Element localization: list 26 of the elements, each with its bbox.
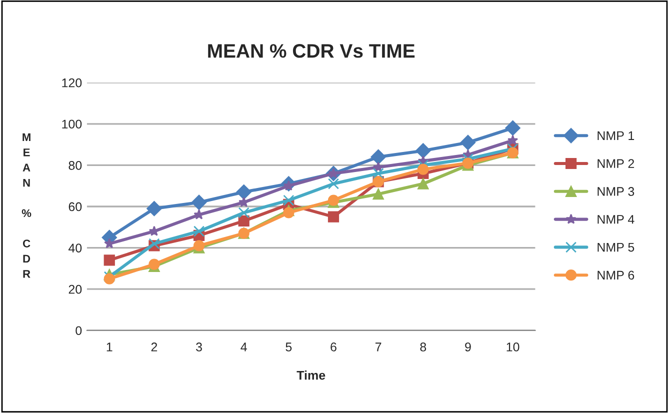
text: MEAN % CDR: [22, 133, 32, 278]
legend-label: NMP 6: [598, 270, 634, 280]
y-tick-label: 0: [76, 326, 82, 336]
y-tick-label: 40: [68, 244, 82, 252]
x-axis-title: Time: [296, 370, 326, 380]
y-tick-label: 20: [68, 284, 82, 294]
legend-label: NMP 4: [598, 215, 634, 224]
y-tick-label: 100: [62, 120, 82, 129]
legend-label: NMP 3: [598, 187, 634, 196]
x-tick-label: 8: [420, 342, 426, 352]
x-tick-label: 6: [330, 342, 336, 352]
x-tick-label: 1: [106, 342, 112, 352]
y-tick-label: 120: [62, 78, 82, 88]
x-tick-label: 5: [286, 342, 292, 352]
legend-label: NMP 2: [598, 159, 634, 168]
y-tick-label: 80: [68, 161, 82, 170]
legend-label: NMP 5: [598, 242, 634, 252]
x-tick-label: 9: [465, 342, 471, 352]
chart-title: MEAN % CDR Vs TIME: [208, 44, 415, 58]
y-tick-label: 60: [68, 202, 82, 212]
x-tick-label: 7: [375, 342, 382, 352]
x-tick-label: 4: [240, 342, 247, 352]
x-tick-label: 2: [151, 342, 158, 352]
legend-label: NMP 1: [598, 131, 634, 140]
x-tick-label: 10: [506, 342, 520, 352]
x-tick-label: 3: [196, 342, 202, 352]
